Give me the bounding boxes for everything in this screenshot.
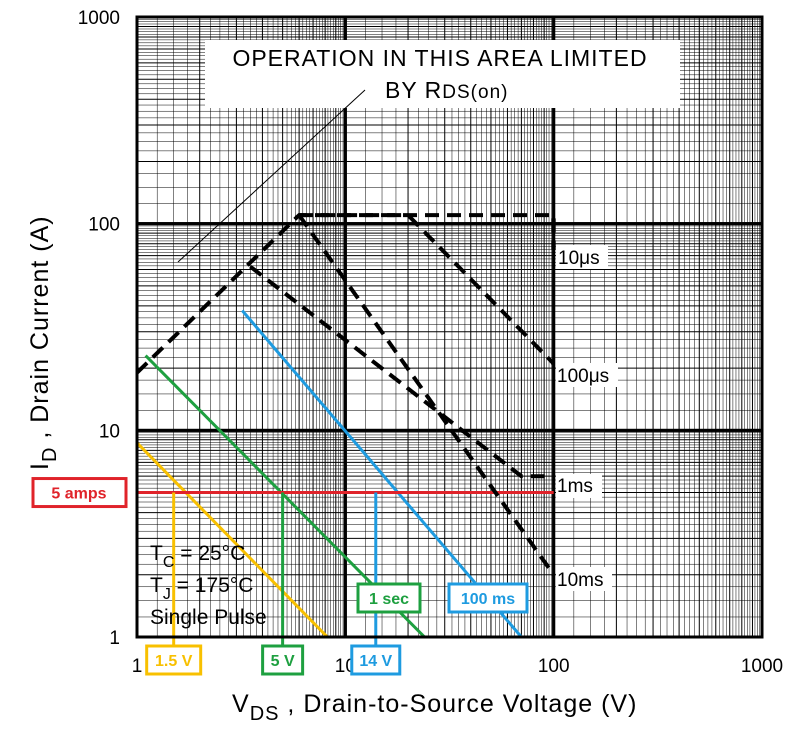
callout-box [261, 644, 305, 676]
callout-label: 14 V [359, 653, 392, 670]
callout-label: 100 ms [461, 591, 515, 608]
callout-box [447, 582, 529, 614]
pulse-label-bg [556, 567, 612, 591]
y-tick-label: 100 [88, 215, 120, 236]
x-axis-title: VDS , Drain-to-Source Voltage (V) [232, 690, 637, 725]
region-note-background [205, 40, 680, 108]
x-tick-label: 1000 [741, 656, 783, 677]
callout-box [350, 644, 402, 676]
x-tick-label: 1 [132, 656, 143, 677]
y-tick-label: 10 [99, 421, 120, 442]
pulse-label-10us: 10μs [558, 248, 600, 269]
reference-label-box [31, 477, 128, 509]
pulse-label-bg [556, 363, 618, 387]
callout-box [145, 644, 203, 676]
soa-boundary-100us [299, 213, 556, 366]
pulse-label-bg [556, 474, 602, 498]
callout-label: 1.5 V [155, 653, 193, 670]
y-axis-title: ID , Drain Current (A) [26, 215, 61, 470]
y-tick-label: 1 [109, 628, 120, 649]
callouts-layer: 5 amps 1.5 V 5 V 14 V 1 sec 100 ms [31, 477, 529, 676]
rdson-limit-line [177, 89, 366, 263]
example-line-1.5-V [135, 441, 329, 639]
region-note-line1: OPERATION IN THIS AREA LIMITED [232, 45, 647, 71]
pulse-label-100us: 100μs [557, 366, 609, 387]
condition-tj: TJ = 175°C [150, 574, 253, 603]
soa-boundary-10us [135, 213, 556, 375]
reference-label: 5 amps [51, 486, 106, 503]
pulse-label-bg [556, 245, 608, 269]
test-conditions: TC = 25°C TJ = 175°C Single Pulse [150, 542, 267, 629]
pulse-label-1ms: 1ms [557, 476, 593, 497]
condition-tc: TC = 25°C [150, 542, 245, 571]
pulse-label-10ms: 10ms [557, 570, 603, 591]
y-tick-label: 1000 [78, 8, 120, 29]
region-note-line2: BY RDS(on) [385, 77, 508, 103]
condition-pulse: Single Pulse [150, 606, 267, 629]
callout-box [356, 582, 422, 614]
callout-label: 5 V [271, 653, 295, 670]
soa-boundary-1ms [249, 265, 554, 479]
soa-boundary-10ms [297, 213, 556, 576]
plot-frame [135, 15, 764, 639]
callout-label: 1 sec [369, 591, 409, 608]
x-tick-label: 100 [538, 656, 570, 677]
